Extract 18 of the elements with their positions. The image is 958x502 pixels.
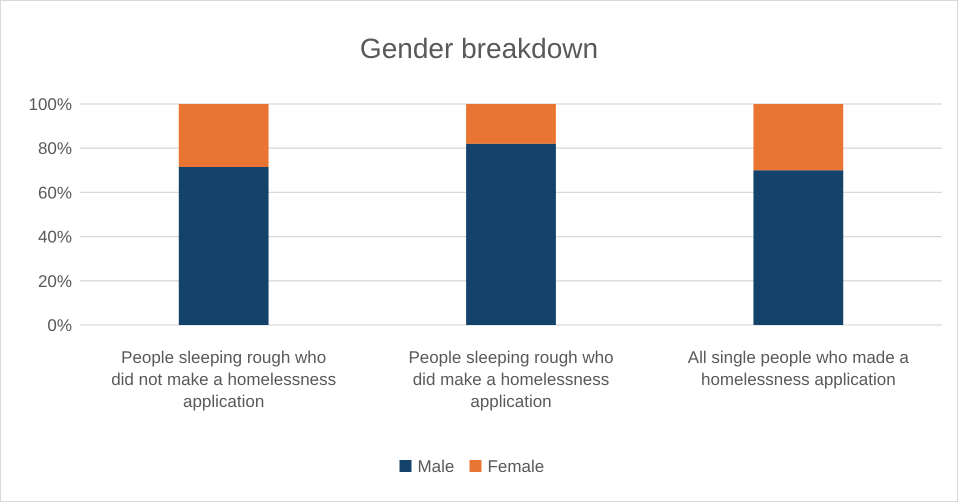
- y-tick-label: 0%: [47, 316, 72, 335]
- bar: [753, 170, 844, 325]
- x-tick-label: People sleeping rough who did make a homelessness application: [408, 348, 614, 411]
- chart-title: Gender breakdown: [360, 33, 598, 64]
- bar: [466, 104, 556, 144]
- y-tick-label: 100%: [28, 94, 72, 114]
- bar: [178, 104, 269, 167]
- y-tick-label: 20%: [38, 272, 72, 291]
- x-tick-label: People sleeping rough who did not make a homelessness application: [111, 348, 336, 411]
- y-tick-label: 80%: [38, 139, 72, 158]
- bar: [466, 144, 556, 325]
- x-tick-label: All single people who made a homelessness application: [688, 348, 910, 389]
- bar: [753, 104, 844, 170]
- legend-label: Male: [418, 456, 454, 476]
- y-tick-label: 40%: [38, 228, 72, 247]
- y-tick-label: 60%: [38, 183, 72, 202]
- bar: [178, 166, 269, 325]
- legend-label: Female: [488, 456, 544, 476]
